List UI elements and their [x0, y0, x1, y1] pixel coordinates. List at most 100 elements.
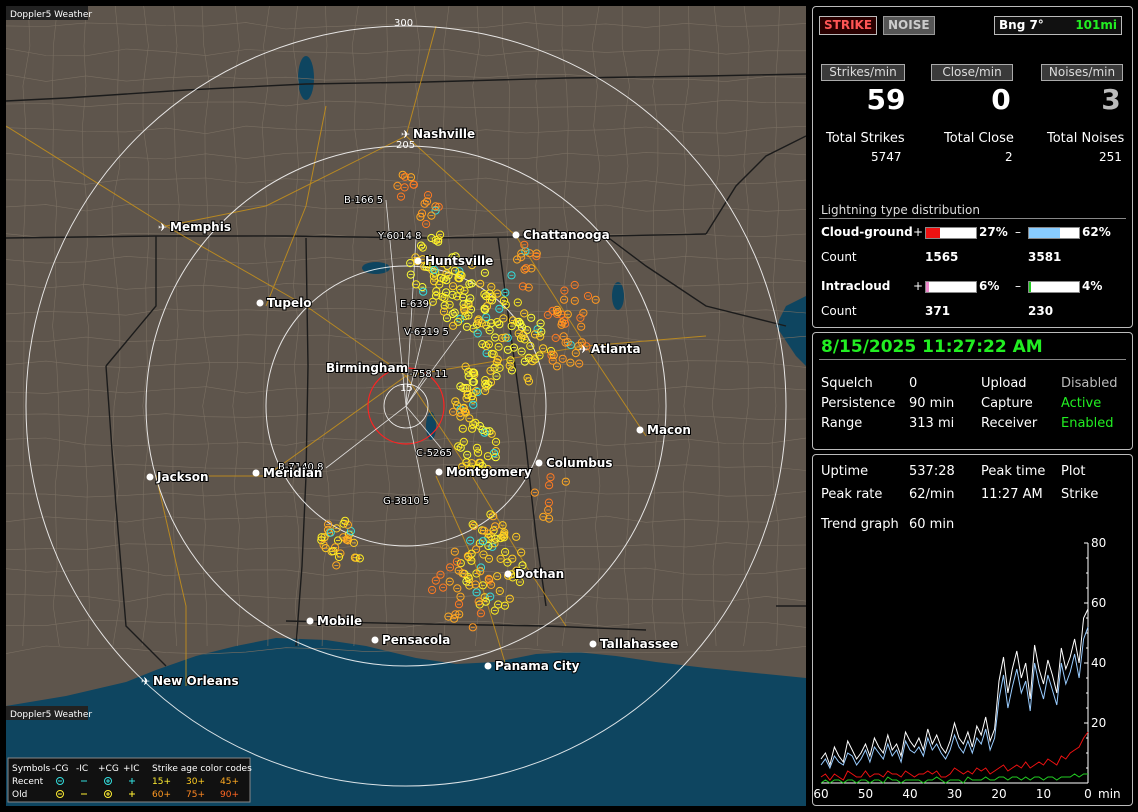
- trend-graph-label: Trend graph: [821, 517, 899, 532]
- y-tick-label: 60: [1091, 596, 1106, 610]
- cg-negative-count: 3581: [1028, 250, 1062, 264]
- ic-negative-count: 230: [1028, 304, 1054, 318]
- city-dot-icon: [504, 570, 512, 578]
- squelch-value[interactable]: 0: [909, 376, 918, 391]
- y-tick-label: 80: [1091, 536, 1106, 550]
- city-new-orleans: ✈ New Orleans: [141, 673, 240, 689]
- legend-age-75: 75+: [186, 790, 205, 800]
- city-label: Tupelo: [267, 296, 312, 310]
- city-dot-icon: [535, 459, 543, 467]
- cg-negative-bar: [1028, 227, 1080, 239]
- city-dothan: Dothan: [504, 566, 565, 582]
- settings-divider: [819, 359, 1126, 360]
- current-datetime: 8/15/2025 11:27:22 AM: [821, 337, 1043, 357]
- watermark-top: Doppler5 Weather: [10, 10, 92, 20]
- city-label: Memphis: [170, 220, 231, 234]
- city-label: New Orleans: [153, 674, 239, 688]
- ic-negative-bar: [1028, 281, 1080, 293]
- track-label: B-7140 8: [278, 462, 323, 473]
- track-label: V-6319 5: [404, 327, 449, 338]
- cg-positive-pct: 27%: [979, 225, 1008, 239]
- range-readout: 101mi: [1075, 18, 1117, 32]
- city-label: Meridian: [263, 466, 322, 480]
- total-noises: 251: [1099, 150, 1122, 164]
- track-label: E-639: [400, 299, 429, 310]
- airport-icon: ✈: [579, 343, 588, 356]
- y-tick-label: 20: [1091, 716, 1106, 730]
- city-dot-icon: [306, 617, 314, 625]
- ring-label-outer: 300: [394, 18, 413, 29]
- total-noises-label: Total Noises: [1047, 131, 1125, 146]
- x-tick-label: 40: [902, 787, 917, 801]
- upload-label: Upload: [981, 376, 1027, 391]
- strike-button[interactable]: STRIKE: [819, 16, 878, 35]
- watermark-top-bg: [6, 6, 88, 20]
- noise-button[interactable]: NOISE: [883, 16, 935, 35]
- bearing-value: Bng 7°: [999, 18, 1044, 32]
- close-range-ring: [367, 367, 445, 445]
- city-label: Tallahassee: [600, 637, 678, 651]
- airport-icon: ✈: [401, 128, 410, 141]
- range-rings: [25, 25, 787, 787]
- legend-symbols-header: Symbols: [12, 764, 51, 774]
- x-tick-label: 0: [1084, 787, 1092, 801]
- cg-minus-sign: –: [1015, 225, 1021, 239]
- x-tick-label: 60: [813, 787, 828, 801]
- trend-graph-value[interactable]: 60 min: [909, 517, 955, 532]
- ic-negative-bar-fill: [1029, 282, 1031, 292]
- range-label: Range: [821, 416, 863, 431]
- city-label: Jackson: [156, 470, 209, 484]
- lightning-map[interactable]: 300 205 15 B-166 5 Y-6014 8 E-639 V-6319…: [6, 6, 806, 806]
- statistics-panel: STRIKE NOISE Bng 7° 101mi Strikes/min Cl…: [812, 6, 1133, 328]
- noises-per-min-header: Noises/min: [1041, 64, 1123, 81]
- capture-value[interactable]: Active: [1061, 396, 1102, 411]
- uptime-label: Uptime: [821, 464, 869, 479]
- peak-time-value: 11:27 AM: [981, 487, 1043, 502]
- persistence-value[interactable]: 90 min: [909, 396, 955, 411]
- city-label: Panama City: [495, 659, 580, 673]
- city-atlanta: ✈ Atlanta: [579, 341, 642, 357]
- trend-series-line: [820, 731, 1089, 781]
- cg-positive-count: 1565: [925, 250, 959, 264]
- x-tick-label: 50: [858, 787, 873, 801]
- receiver-value[interactable]: Enabled: [1061, 416, 1114, 431]
- city-birmingham: Birmingham: [325, 360, 409, 376]
- track-labels: B-166 5 Y-6014 8 E-639 V-6319 5 -758 11 …: [277, 194, 453, 508]
- city-dot-icon: [146, 473, 154, 481]
- track-lines: [325, 199, 462, 503]
- track-label: C-5265: [416, 448, 452, 459]
- ring-label-inner: 15: [400, 383, 413, 394]
- city-dot-icon: [589, 640, 597, 648]
- cg-negative-pct: 62%: [1082, 225, 1111, 239]
- strikes-per-min: 59: [866, 83, 906, 116]
- track-label: -758 11: [409, 369, 448, 380]
- watermark-bottom-bg: [6, 706, 88, 720]
- peak-rate-label: Peak rate: [821, 487, 883, 502]
- city-dot-icon: [435, 468, 443, 476]
- bearing-readout: Bng 7° 101mi: [994, 16, 1122, 35]
- city-macon: Macon: [636, 422, 692, 438]
- legend-age-90: 90+: [220, 790, 239, 800]
- ic-positive-pct: 6%: [979, 279, 1000, 293]
- ic-plus-sign: +: [913, 279, 924, 293]
- ring-label-middle: 205: [396, 140, 415, 151]
- range-value[interactable]: 313 mi: [909, 416, 955, 431]
- uptime-value: 537:28: [909, 464, 955, 479]
- city-label: Pensacola: [382, 633, 450, 647]
- city-montgomery: Montgomery: [435, 464, 533, 480]
- upload-value[interactable]: Disabled: [1061, 376, 1118, 391]
- city-chattanooga: Chattanooga: [512, 227, 611, 243]
- city-label: Montgomery: [446, 465, 532, 479]
- plot-value[interactable]: Strike: [1061, 487, 1099, 502]
- x-tick-label: 30: [947, 787, 962, 801]
- lake: [612, 282, 624, 310]
- cg-positive-bar-fill: [926, 228, 940, 238]
- cg-count-label: Count: [821, 250, 857, 264]
- trend-panel: Uptime 537:28 Peak time Plot Peak rate 6…: [812, 454, 1133, 806]
- trend-graph: 80 60 40 20 60 50 40 30 20 10 0 min: [813, 536, 1120, 801]
- legend-age-15: 15+: [152, 777, 171, 787]
- city-label: Atlanta: [591, 342, 641, 356]
- distribution-divider: [819, 218, 1126, 219]
- cloud-ground-label: Cloud-ground: [821, 225, 913, 239]
- peak-rate-value: 62/min: [909, 487, 955, 502]
